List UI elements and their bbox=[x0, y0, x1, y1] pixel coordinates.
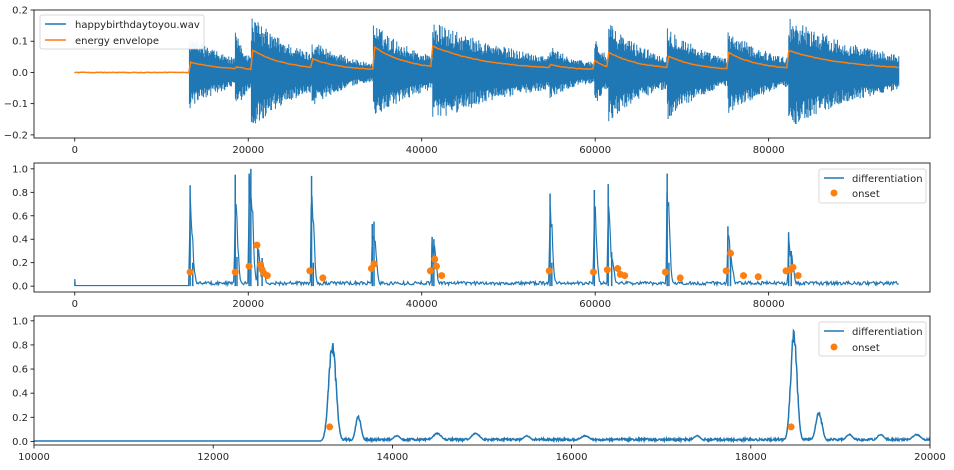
plot-area-3 bbox=[34, 328, 931, 444]
axes-2: 0 20000 40000 60000 80000 0.0 0.2 0.4 0.6 0.8 1.0 bbox=[12, 164, 784, 310]
legend-box-1 bbox=[39, 14, 205, 50]
x-tick-label-2-4: 80000 bbox=[753, 299, 785, 310]
onset-point-7 bbox=[263, 272, 271, 280]
y-tick-label-2-5: 1.0 bbox=[12, 164, 28, 175]
onset-point-0 bbox=[186, 268, 194, 276]
x-tick-label-2-3: 60000 bbox=[579, 299, 611, 310]
y-tick-label-3-4: 0.8 bbox=[12, 340, 28, 351]
legend-2-label-onset: onset bbox=[852, 189, 880, 200]
x-tick-label-3-5: 20000 bbox=[914, 452, 946, 463]
panel-differentiation-full bbox=[74, 168, 899, 288]
onset-point-27 bbox=[754, 273, 762, 281]
x-tick-label-3-4: 18000 bbox=[735, 452, 767, 463]
legend-3: differentiation onset bbox=[818, 321, 927, 357]
onset-point-3 bbox=[253, 241, 261, 249]
onset-point-17 bbox=[589, 268, 597, 276]
x-tick-label-3-2: 14000 bbox=[376, 452, 408, 463]
x-tick-label-1-1: 20000 bbox=[232, 145, 264, 156]
onset-point-24 bbox=[722, 267, 730, 275]
onset-point-2 bbox=[245, 262, 253, 270]
onset-point-18 bbox=[603, 266, 611, 274]
plot-area-1 bbox=[74, 18, 900, 125]
legend-1-label-wav: happybirthdaytoyou.wav bbox=[75, 20, 200, 31]
legend-box-3 bbox=[818, 321, 927, 357]
legend-3-label-differentiation: differentiation bbox=[852, 327, 923, 338]
y-tick-label-2-4: 0.8 bbox=[12, 188, 28, 199]
onset-point-21 bbox=[621, 272, 629, 280]
onset-point-31 bbox=[794, 272, 802, 280]
onset-point-1 bbox=[231, 268, 239, 276]
x-tick-label-2-2: 40000 bbox=[406, 299, 438, 310]
axes-frame-3 bbox=[33, 315, 931, 446]
x-tick-label-3-1: 12000 bbox=[197, 452, 229, 463]
y-tick-label-3-0: 0.0 bbox=[12, 437, 28, 448]
y-tick-label-3-1: 0.2 bbox=[12, 413, 28, 424]
legend-3-label-onset: onset bbox=[852, 343, 880, 354]
x-tick-label-3-3: 16000 bbox=[556, 452, 588, 463]
legend-box-2 bbox=[818, 168, 927, 204]
y-tick-label-2-1: 0.2 bbox=[12, 258, 28, 269]
axes-3: 10000 12000 14000 16000 18000 20000 0.0 0.2 0.4 0… bbox=[12, 316, 946, 463]
onset-point-12 bbox=[426, 267, 434, 275]
onset-point-30 bbox=[789, 263, 797, 271]
axes-frame-1 bbox=[33, 9, 931, 139]
onset-point-19 bbox=[614, 265, 622, 273]
legend-2: differentiation onset bbox=[818, 168, 927, 204]
onset-zoom-point-1 bbox=[787, 423, 795, 431]
onset-point-8 bbox=[306, 267, 314, 275]
y-tick-label-1-2: 0.0 bbox=[12, 68, 28, 79]
x-tick-label-1-2: 40000 bbox=[406, 145, 438, 156]
x-tick-label-1-0: 0 bbox=[72, 145, 78, 156]
x-tick-label-3-0: 10000 bbox=[18, 452, 50, 463]
onset-point-11 bbox=[370, 260, 378, 268]
onset-point-22 bbox=[661, 268, 669, 276]
legend-2-label-differentiation: differentiation bbox=[852, 174, 923, 185]
y-tick-label-3-2: 0.4 bbox=[12, 389, 28, 400]
y-tick-label-1-4: 0.2 bbox=[12, 6, 28, 17]
panel-waveform bbox=[74, 18, 900, 125]
series-differentiation-zoom bbox=[34, 328, 931, 444]
axes-1: 0 20000 40000 60000 80000 −0.2 −0.1 0.0 0.1 0.2 bbox=[4, 6, 785, 157]
series-energy-envelope bbox=[74, 45, 899, 74]
onset-point-15 bbox=[438, 272, 446, 280]
onset-point-25 bbox=[727, 249, 735, 257]
x-tick-label-1-3: 60000 bbox=[579, 145, 611, 156]
y-tick-label-2-0: 0.0 bbox=[12, 282, 28, 293]
legend-3-swatch-onset bbox=[830, 343, 838, 351]
plot-area-2 bbox=[74, 168, 899, 288]
x-tick-label-2-0: 0 bbox=[72, 299, 78, 310]
legend-1-label-envelope: energy envelope bbox=[75, 36, 159, 47]
axes-frame-2 bbox=[33, 162, 931, 293]
y-tick-label-1-0: −0.2 bbox=[4, 130, 28, 141]
x-tick-label-2-1: 20000 bbox=[232, 299, 264, 310]
onset-point-9 bbox=[319, 274, 327, 282]
onset-point-13 bbox=[431, 255, 439, 263]
legend-1: happybirthdaytoyou.wav energy envelope bbox=[39, 14, 205, 50]
y-tick-label-2-3: 0.6 bbox=[12, 211, 28, 222]
panel-differentiation-zoom bbox=[34, 328, 931, 444]
onset-point-26 bbox=[740, 272, 748, 280]
onset-point-16 bbox=[545, 267, 553, 275]
legend-2-swatch-onset bbox=[830, 189, 838, 197]
y-tick-label-1-1: −0.1 bbox=[4, 99, 28, 110]
y-tick-label-2-2: 0.4 bbox=[12, 235, 28, 246]
y-tick-label-3-3: 0.6 bbox=[12, 365, 28, 376]
onset-zoom-point-0 bbox=[326, 423, 334, 431]
y-tick-label-3-5: 1.0 bbox=[12, 316, 28, 327]
x-tick-label-1-4: 80000 bbox=[753, 145, 785, 156]
onset-point-23 bbox=[676, 274, 684, 282]
series-differentiation-full bbox=[74, 176, 899, 288]
onset-point-14 bbox=[432, 262, 440, 270]
y-tick-label-1-3: 0.1 bbox=[12, 37, 28, 48]
